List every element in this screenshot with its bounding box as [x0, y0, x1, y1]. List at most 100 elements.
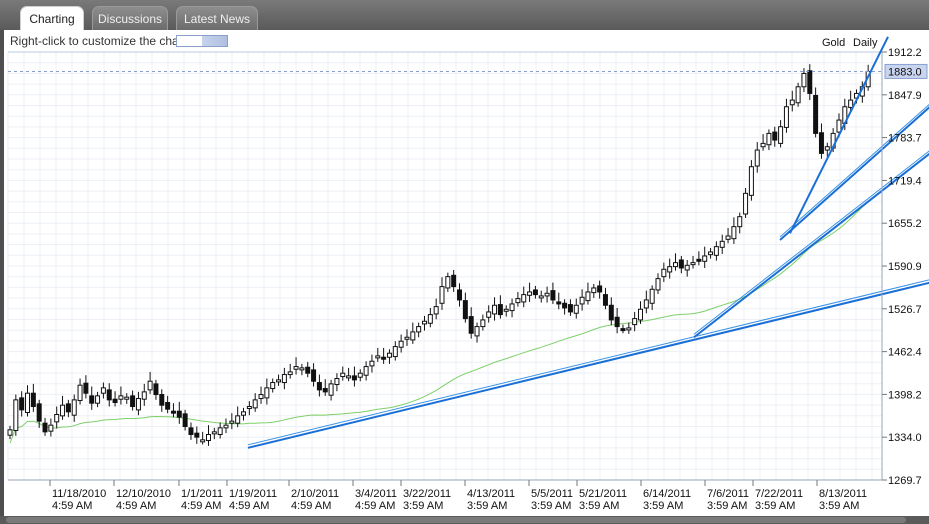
candle-body — [25, 392, 31, 414]
y-tick-label: 1526.7 — [888, 304, 922, 316]
candle-body — [567, 304, 573, 313]
candle-body — [690, 262, 696, 266]
x-tick-date: 3/22/2011 — [403, 488, 451, 500]
x-tick-date: 5/5/2011 — [531, 488, 573, 500]
y-tick-label: 1847.9 — [888, 90, 922, 102]
candle-body — [89, 395, 95, 404]
candle-body — [392, 346, 398, 358]
candle-body — [299, 367, 305, 371]
candle-body — [229, 420, 235, 424]
chart-axes: 1912.2 1847.9 1783.7 1719.4 1655.2 1590.9 1526… — [8, 47, 928, 512]
candle-body — [165, 402, 171, 410]
candle-body — [182, 413, 188, 428]
y-tick-label: 1269.7 — [888, 475, 922, 487]
candle-body — [818, 132, 824, 154]
candle-body — [462, 300, 468, 320]
candle-body — [632, 318, 638, 326]
trendline-mid-parallel — [693, 150, 929, 335]
candle-body — [375, 355, 381, 359]
candle-body — [737, 216, 743, 228]
candle-body — [30, 392, 36, 408]
y-tick-label: 1655.2 — [888, 218, 922, 230]
x-tick-time: 3:59 AM — [531, 500, 571, 512]
candle-body — [200, 439, 206, 443]
candle-body — [813, 94, 819, 134]
candle-body — [678, 259, 684, 269]
x-tick-date: 7/6/2011 — [707, 488, 749, 500]
candle-body — [42, 422, 48, 433]
candle-body — [597, 285, 603, 293]
candle-body — [334, 378, 340, 386]
tab-discussions[interactable]: Discussions — [92, 6, 168, 30]
chart-style-selector[interactable] — [176, 35, 228, 47]
trendline-short-parallel — [779, 103, 929, 238]
x-tick-date: 3/4/2011 — [355, 488, 397, 500]
y-tick-label: 1719.4 — [888, 175, 922, 187]
candle-body — [783, 106, 789, 128]
candle-body — [667, 266, 673, 273]
candle-body — [643, 299, 649, 309]
candle-body — [235, 415, 241, 424]
candle-body — [328, 383, 334, 396]
candle-body — [649, 288, 655, 304]
tab-latest-news[interactable]: Latest News — [176, 6, 258, 30]
trendline-long-parallel — [247, 279, 929, 446]
x-tick-date: 8/13/2011 — [819, 488, 867, 500]
candle-body — [410, 331, 416, 341]
candle-body — [848, 99, 854, 108]
y-tick-label: 1912.2 — [888, 47, 922, 59]
candle-body — [789, 99, 795, 106]
candle-body — [48, 424, 54, 432]
candle-body — [637, 308, 643, 321]
x-tick-time: 4:59 AM — [291, 500, 331, 512]
candle-body — [754, 149, 760, 167]
y-tick-label: 1334.0 — [888, 432, 922, 444]
horizontal-scrollbar[interactable] — [6, 517, 906, 523]
tab-bar: Charting Discussions Latest News — [0, 0, 929, 30]
candle-body — [369, 360, 375, 367]
candle-body — [118, 395, 124, 400]
candle-body — [626, 327, 632, 331]
candle-body — [713, 246, 719, 256]
x-tick-time: 4:59 AM — [52, 500, 92, 512]
candle-body — [322, 388, 328, 393]
candle-body — [305, 366, 311, 374]
chart-panel: Right-click to customize the chart — [4, 30, 929, 516]
candle-body — [176, 410, 182, 418]
x-tick-time: 3:59 AM — [579, 500, 619, 512]
trendline-short — [779, 106, 929, 241]
x-tick-time: 3:59 AM — [467, 500, 507, 512]
tab-charting[interactable]: Charting — [20, 6, 84, 30]
candle-body — [673, 262, 679, 268]
current-price-label: 1883.0 — [888, 66, 922, 78]
candle-body — [731, 226, 737, 240]
candle-body — [112, 398, 118, 404]
candle-body — [363, 366, 369, 376]
candle-body — [316, 382, 322, 391]
candle-body — [602, 294, 608, 306]
candle-body — [170, 410, 176, 414]
candle-body — [696, 258, 702, 262]
candle-body — [824, 146, 830, 151]
trendlines — [247, 36, 929, 449]
candle-body — [719, 240, 725, 248]
candlestick-series — [7, 64, 871, 446]
candle-body — [416, 326, 422, 333]
y-tick-label: 1590.9 — [888, 261, 922, 273]
candle-body — [83, 382, 89, 394]
period-label: Daily — [853, 37, 878, 49]
candle-body — [293, 366, 299, 370]
candle-body — [252, 399, 258, 409]
candle-body — [71, 399, 77, 416]
candle-body — [54, 414, 60, 423]
candle-body — [457, 289, 463, 301]
candle-body — [702, 255, 708, 262]
candle-body — [421, 320, 427, 325]
trendline-mid — [693, 152, 929, 339]
candle-body — [836, 119, 842, 133]
candle-body — [585, 291, 591, 302]
x-tick-time: 4:59 AM — [229, 500, 269, 512]
candle-body — [480, 319, 486, 328]
